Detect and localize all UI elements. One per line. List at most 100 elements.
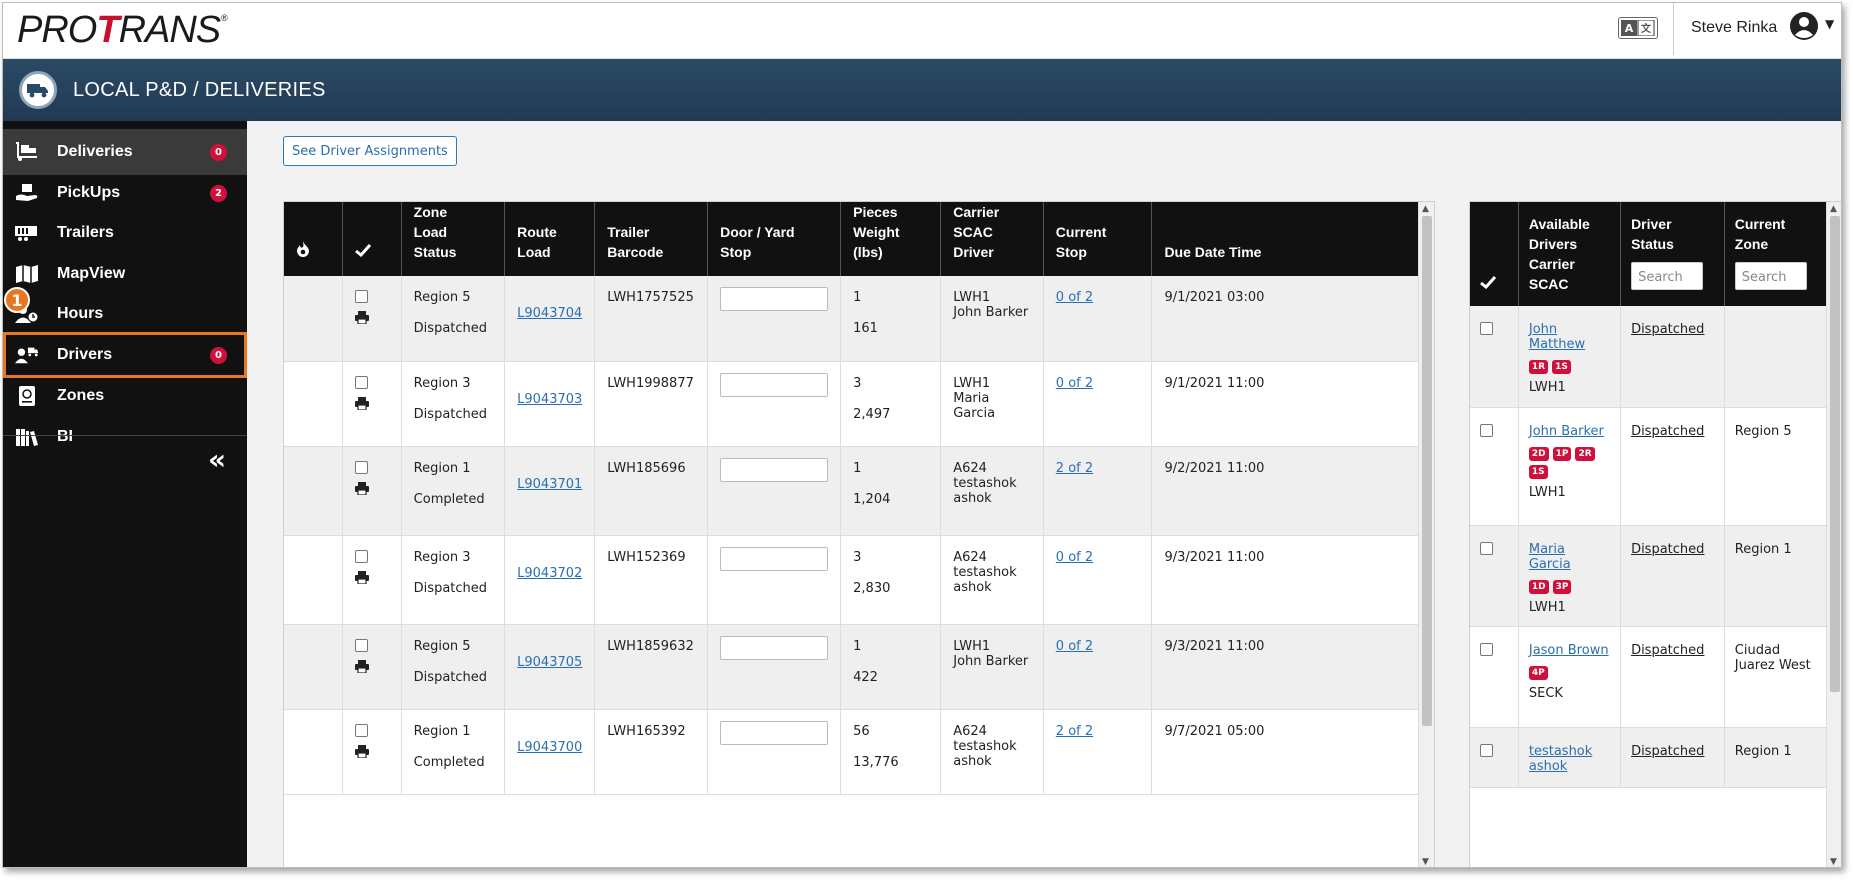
- trailer-barcode-header[interactable]: Trailer Barcode: [594, 202, 709, 276]
- driver-checkbox[interactable]: [1480, 423, 1493, 437]
- scroll-down-icon[interactable]: ▼: [1422, 857, 1429, 867]
- sidebar-item-bi[interactable]: BI: [3, 414, 247, 460]
- driver-status-cell: Dispatched: [1620, 525, 1725, 627]
- table-row[interactable]: Region 1 Completed L9043701 LWH185696 1 1,204…: [284, 446, 1419, 536]
- scroll-thumb[interactable]: [1422, 216, 1432, 726]
- hot-column-header[interactable]: [284, 202, 344, 276]
- hot-cell: [284, 276, 344, 362]
- printer-icon[interactable]: [355, 744, 370, 758]
- select-all-header[interactable]: [342, 202, 402, 276]
- printer-icon[interactable]: [355, 311, 370, 324]
- check-icon: [1480, 275, 1497, 290]
- driver-row[interactable]: testashok ashok Dispatched Region 1: [1470, 727, 1828, 788]
- driver-checkbox[interactable]: [1480, 322, 1493, 335]
- current-stop-link[interactable]: 2 of 2: [1055, 723, 1094, 739]
- user-menu-caret-icon[interactable]: ▼: [1825, 17, 1835, 31]
- carrier-driver-header[interactable]: Carrier SCAC Driver: [940, 202, 1044, 276]
- driver-status-header[interactable]: Driver Status Search: [1620, 202, 1725, 306]
- table-row[interactable]: Region 5 Dispatched L9043704 LWH1757525 1 161…: [284, 276, 1419, 362]
- table-row[interactable]: Region 1 Completed L9043700 LWH165392 56 13,7…: [284, 709, 1419, 795]
- driver-row[interactable]: Jason Brown 4P SECK Dispatched Ciudad Juarez…: [1470, 626, 1828, 728]
- current-stop-header[interactable]: Current Stop: [1043, 202, 1153, 276]
- current-zone-header[interactable]: Current Zone Search: [1724, 202, 1828, 306]
- door-yard-input[interactable]: [720, 635, 829, 660]
- collapse-sidebar-icon[interactable]: «: [208, 443, 227, 476]
- driver-name-link[interactable]: John Barker: [1528, 423, 1604, 439]
- driver-name-link[interactable]: Maria Garcia: [1528, 541, 1571, 572]
- sidebar-item-trailers[interactable]: Trailers: [3, 210, 247, 256]
- scroll-up-icon[interactable]: ▲: [1830, 204, 1837, 214]
- driver-row[interactable]: Maria Garcia 1D 3P LWH1 Dispatched Region 1: [1470, 525, 1828, 627]
- driver-checkbox[interactable]: [1480, 743, 1493, 757]
- current-zone-search-input[interactable]: Search: [1734, 262, 1807, 290]
- printer-icon[interactable]: [355, 481, 370, 495]
- door-yard-input[interactable]: [720, 720, 829, 745]
- door-yard-stop-header[interactable]: Door / Yard Stop: [707, 202, 842, 276]
- printer-icon[interactable]: [355, 396, 370, 410]
- driver-select-cell: [1470, 306, 1519, 408]
- current-stop-link[interactable]: 0 of 2: [1055, 375, 1094, 391]
- load-link[interactable]: L9043700: [517, 739, 583, 755]
- sidebar-item-mapview[interactable]: MapView: [3, 251, 247, 297]
- door-yard-input[interactable]: [720, 287, 829, 311]
- user-name[interactable]: Steve Rinka: [1691, 19, 1778, 36]
- drivers-scrollbar[interactable]: ▲ ▼: [1826, 202, 1841, 867]
- load-link[interactable]: L9043705: [517, 654, 583, 670]
- user-avatar-icon[interactable]: [1789, 11, 1819, 41]
- row-checkbox[interactable]: [355, 549, 369, 563]
- door-yard-input[interactable]: [720, 546, 829, 571]
- row-checkbox[interactable]: [355, 290, 369, 303]
- current-stop-link[interactable]: 0 of 2: [1055, 549, 1094, 565]
- driver-status-link[interactable]: Dispatched: [1631, 743, 1705, 759]
- table-row[interactable]: Region 5 Dispatched L9043705 LWH1859632 1 422…: [284, 624, 1419, 710]
- sidebar-item-hours[interactable]: Hours: [3, 291, 247, 337]
- row-checkbox[interactable]: [355, 723, 369, 737]
- scroll-up-icon[interactable]: ▲: [1422, 204, 1429, 214]
- table-row[interactable]: Region 3 Dispatched L9043703 LWH1998877 3 2,4…: [284, 361, 1419, 447]
- sidebar-item-deliveries[interactable]: Deliveries 0: [3, 129, 247, 175]
- row-checkbox[interactable]: [355, 460, 369, 474]
- see-driver-assignments-button[interactable]: See Driver Assignments: [283, 136, 457, 166]
- select-all-drivers-header[interactable]: [1470, 202, 1519, 306]
- pieces-weight-header[interactable]: Pieces Weight (lbs): [840, 202, 942, 276]
- driver-checkbox[interactable]: [1480, 541, 1493, 555]
- load-link[interactable]: L9043701: [517, 476, 583, 492]
- driver-name-link[interactable]: testashok ashok: [1528, 743, 1593, 774]
- scroll-down-icon[interactable]: ▼: [1830, 857, 1837, 867]
- sidebar-item-label: Zones: [57, 387, 105, 404]
- driver-checkbox[interactable]: [1480, 642, 1493, 656]
- driver-name-link[interactable]: Jason Brown: [1528, 642, 1609, 658]
- driver-row[interactable]: John Barker 2D 1P 2R 1S LWH1 Dispatched Region …: [1470, 407, 1828, 526]
- load-link[interactable]: L9043702: [517, 565, 583, 581]
- printer-icon[interactable]: [355, 570, 370, 584]
- deliveries-scrollbar[interactable]: ▲ ▼: [1418, 202, 1434, 867]
- driver-status-link[interactable]: Dispatched: [1631, 642, 1705, 658]
- driver-status-link[interactable]: Dispatched: [1631, 541, 1705, 557]
- language-button[interactable]: A 文: [1618, 17, 1658, 39]
- door-yard-input[interactable]: [720, 372, 829, 397]
- printer-icon[interactable]: [355, 659, 370, 673]
- current-stop-link[interactable]: 0 of 2: [1055, 290, 1094, 305]
- truck-icon: [19, 71, 57, 109]
- route-load-header[interactable]: Route Load: [504, 202, 596, 276]
- sidebar-item-zones[interactable]: Zones: [3, 373, 247, 419]
- load-link[interactable]: L9043704: [517, 306, 583, 321]
- load-link[interactable]: L9043703: [517, 391, 583, 407]
- table-row[interactable]: Region 3 Dispatched L9043702 LWH152369 3 2,83…: [284, 535, 1419, 625]
- row-checkbox[interactable]: [355, 375, 369, 389]
- sidebar-item-pickups[interactable]: PickUps 2: [3, 170, 247, 216]
- driver-name-link[interactable]: John Matthew: [1528, 322, 1586, 352]
- scroll-thumb[interactable]: [1830, 216, 1840, 692]
- current-stop-link[interactable]: 2 of 2: [1055, 460, 1094, 476]
- driver-status-search-input[interactable]: Search: [1631, 262, 1704, 290]
- driver-row[interactable]: John Matthew 1R 1S LWH1 Dispatched: [1470, 306, 1828, 408]
- due-date-time-header[interactable]: Due Date Time: [1151, 202, 1419, 276]
- row-checkbox[interactable]: [355, 638, 369, 652]
- driver-status-link[interactable]: Dispatched: [1631, 423, 1705, 439]
- driver-status-link[interactable]: Dispatched: [1631, 322, 1705, 337]
- current-stop-link[interactable]: 0 of 2: [1055, 638, 1094, 654]
- zone-status-header[interactable]: Zone Load Status: [401, 202, 506, 276]
- available-drivers-header[interactable]: Available Drivers Carrier SCAC: [1518, 202, 1622, 306]
- sidebar-item-drivers[interactable]: Drivers 0: [3, 332, 247, 378]
- door-yard-input[interactable]: [720, 457, 829, 482]
